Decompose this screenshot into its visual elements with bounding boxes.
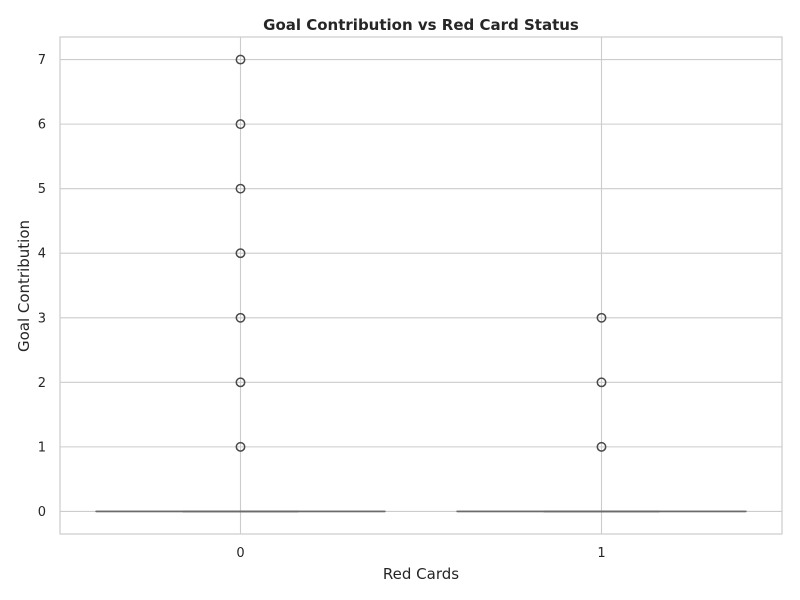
y-tick-label: 7 <box>38 53 46 68</box>
outlier-point <box>235 312 246 323</box>
outlier-point <box>596 441 607 452</box>
outlier-points <box>235 54 607 452</box>
x-tick-label: 0 <box>236 546 244 561</box>
outlier-point <box>235 441 246 452</box>
grid <box>60 37 782 534</box>
outlier-point <box>235 377 246 388</box>
outlier-point <box>596 377 607 388</box>
y-tick-label: 5 <box>38 182 46 197</box>
x-axis-label: Red Cards <box>383 565 459 583</box>
outlier-point <box>235 54 246 65</box>
chart-title: Goal Contribution vs Red Card Status <box>263 16 579 34</box>
outlier-point <box>596 312 607 323</box>
y-tick-label: 2 <box>38 376 46 391</box>
y-tick-label: 6 <box>38 118 46 133</box>
y-tick-label: 0 <box>38 505 46 520</box>
y-axis-label: Goal Contribution <box>15 220 33 352</box>
y-tick-label: 1 <box>38 440 46 455</box>
plot-area-frame <box>59 36 783 535</box>
outlier-point <box>235 119 246 130</box>
outlier-point <box>235 248 246 259</box>
y-tick-label: 3 <box>38 311 46 326</box>
outlier-point <box>235 183 246 194</box>
tick-labels: 0 1 2 3 4 5 6 7 0 1 <box>38 53 606 561</box>
x-tick-label: 1 <box>597 546 605 561</box>
y-tick-label: 4 <box>38 247 46 262</box>
